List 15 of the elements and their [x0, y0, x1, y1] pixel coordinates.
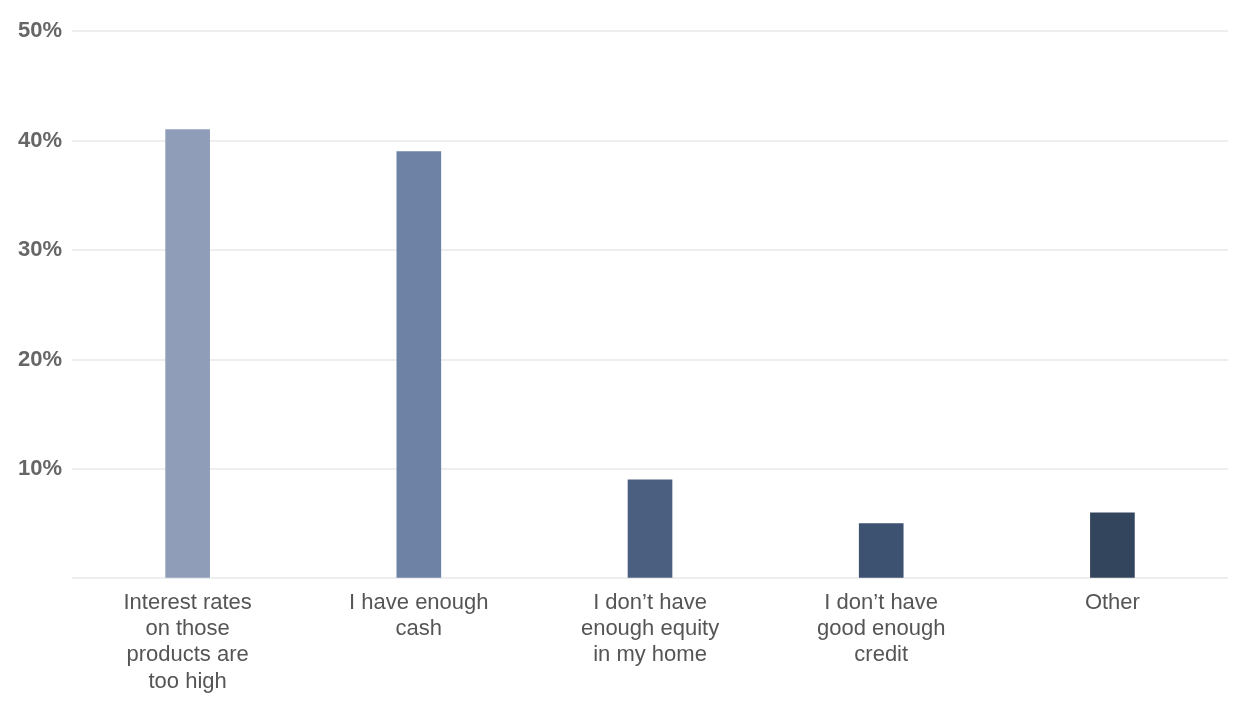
- y-tick-label: 40%: [17, 126, 63, 152]
- x-tick-label: I don’t have good enough credit: [816, 588, 946, 667]
- y-tick-label: 50%: [17, 17, 63, 43]
- bar: [1090, 512, 1135, 578]
- bar: [858, 523, 904, 578]
- y-tick-label: 20%: [17, 345, 63, 371]
- x-tick-label: I have enough cash: [349, 588, 489, 641]
- bar: [396, 151, 442, 578]
- y-tick-label: 30%: [17, 236, 63, 262]
- y-tick-label: 10%: [17, 455, 63, 481]
- bar: [627, 479, 673, 578]
- x-tick-label: I don’t have enough equity in my home: [580, 588, 720, 667]
- x-tick-label: Other: [1084, 588, 1140, 614]
- x-tick-label: Interest rates on those products are too high: [123, 588, 252, 693]
- bar: [165, 129, 210, 578]
